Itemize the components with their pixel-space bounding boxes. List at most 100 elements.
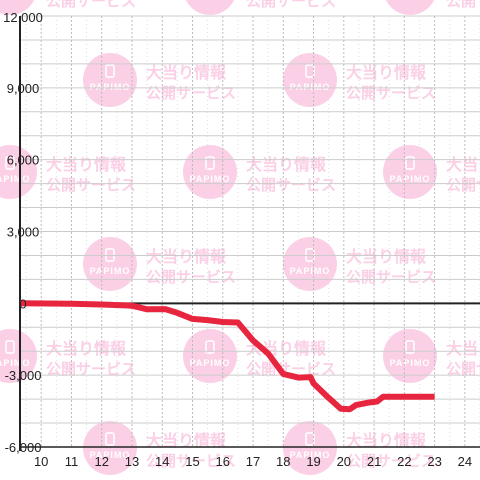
watermark-circle [283, 53, 337, 107]
watermark-brand: PAPIMO [390, 358, 431, 368]
x-tick-label: 13 [125, 454, 139, 469]
tick-labels: -6,000 -3,000 0 3,000 6,000 9,000 12,000 10 11 12… [3, 10, 472, 469]
watermark-circle [383, 145, 437, 199]
watermark-line1: 大当り情報 [246, 155, 327, 174]
watermark-line1: 大当り情報 [346, 247, 427, 266]
watermark-circle [185, 0, 235, 15]
watermark-circle [383, 329, 437, 383]
watermark-line1: 大当り情報 [446, 339, 480, 358]
watermark-circle [83, 53, 137, 107]
y-tick-label: 9,000 [7, 81, 40, 96]
phone-icon [205, 340, 215, 354]
y-tick-label: 3,000 [7, 225, 40, 240]
watermark-circle [0, 145, 37, 199]
y-tick-label: 0 [19, 296, 26, 311]
phone-icon [405, 156, 415, 170]
watermark-line2: 公開サービス [246, 0, 336, 10]
x-tick-label: 17 [246, 454, 260, 469]
watermark-circle [183, 329, 237, 383]
watermark-brand: PAPIMO [290, 450, 331, 460]
y-tick-label: -3,000 [5, 368, 42, 383]
y-tick-label: -6,000 [5, 440, 42, 455]
watermark-brand: PAPIMO [190, 358, 231, 368]
x-tick-label: 11 [65, 454, 79, 469]
x-tick-label: 10 [34, 454, 48, 469]
phone-icon [5, 340, 15, 354]
phone-icon [5, 156, 15, 170]
watermark-brand: PAPIMO [0, 174, 30, 184]
x-tick-label: 24 [458, 454, 472, 469]
watermark-line2: 公開サービス [146, 268, 236, 286]
x-tick-label: 23 [427, 454, 441, 469]
watermark-circle [0, 329, 37, 383]
x-tick-label: 22 [397, 454, 411, 469]
watermark-line2: 公開サービス [46, 176, 136, 194]
watermark-line2: 公開サービス [46, 360, 136, 378]
watermark-brand: PAPIMO [290, 266, 331, 276]
watermark-circle [385, 0, 435, 15]
watermark-line1: 大当り情報 [146, 247, 227, 266]
x-tick-label: 15 [185, 454, 199, 469]
phone-icon [205, 156, 215, 170]
watermark-brand: PAPIMO [0, 358, 30, 368]
phone-icon [405, 340, 415, 354]
watermark-circle [83, 237, 137, 291]
watermark-brand: PAPIMO [90, 82, 131, 92]
watermark-line2: 公開サービス [346, 452, 436, 470]
watermark-line2: 公開サービス [246, 176, 336, 194]
watermark-line2: 公開サービス [346, 84, 436, 102]
watermark-circle [0, 0, 35, 15]
watermark-line2: 公開サービス [46, 0, 136, 10]
watermark-line2: 公開サービス [446, 360, 480, 378]
x-tick-label: 12 [94, 454, 108, 469]
watermark-brand: PAPIMO [190, 174, 231, 184]
watermark-line2: 公開サービス [446, 0, 480, 10]
watermark-line2: 公開サービス [446, 176, 480, 194]
watermark-brand: PAPIMO [90, 450, 131, 460]
y-tick-label: 6,000 [7, 153, 40, 168]
phone-icon [305, 432, 315, 446]
watermark-brand: PAPIMO [90, 266, 131, 276]
phone-icon [105, 64, 115, 78]
series-line-0 [19, 300, 435, 413]
watermark-brand: PAPIMO [390, 174, 431, 184]
watermark-circle [283, 237, 337, 291]
x-tick-label: 14 [155, 454, 169, 469]
x-tick-label: 21 [367, 454, 381, 469]
watermark-circle [183, 145, 237, 199]
x-tick-label: 19 [306, 454, 320, 469]
watermark-line1: 大当り情報 [146, 63, 227, 82]
x-tick-label: 18 [276, 454, 290, 469]
watermark-brand: PAPIMO [290, 82, 331, 92]
watermark-circle [283, 421, 337, 475]
watermark-line2: 公開サービス [346, 268, 436, 286]
phone-icon [305, 64, 315, 78]
watermark-line2: 公開サービス [146, 452, 236, 470]
series-layer [19, 300, 435, 413]
x-tick-label: 16 [216, 454, 230, 469]
watermark-line1: 大当り情報 [346, 63, 427, 82]
y-tick-label: 12,000 [3, 10, 43, 25]
watermark-line1: 大当り情報 [446, 155, 480, 174]
grid [20, 15, 480, 448]
watermark-line1: 大当り情報 [346, 431, 427, 450]
x-tick-label: 20 [337, 454, 351, 469]
watermark-circle [83, 421, 137, 475]
watermark-line1: 大当り情報 [146, 431, 227, 450]
watermark-line2: 公開サービス [146, 84, 236, 102]
phone-icon [105, 432, 115, 446]
